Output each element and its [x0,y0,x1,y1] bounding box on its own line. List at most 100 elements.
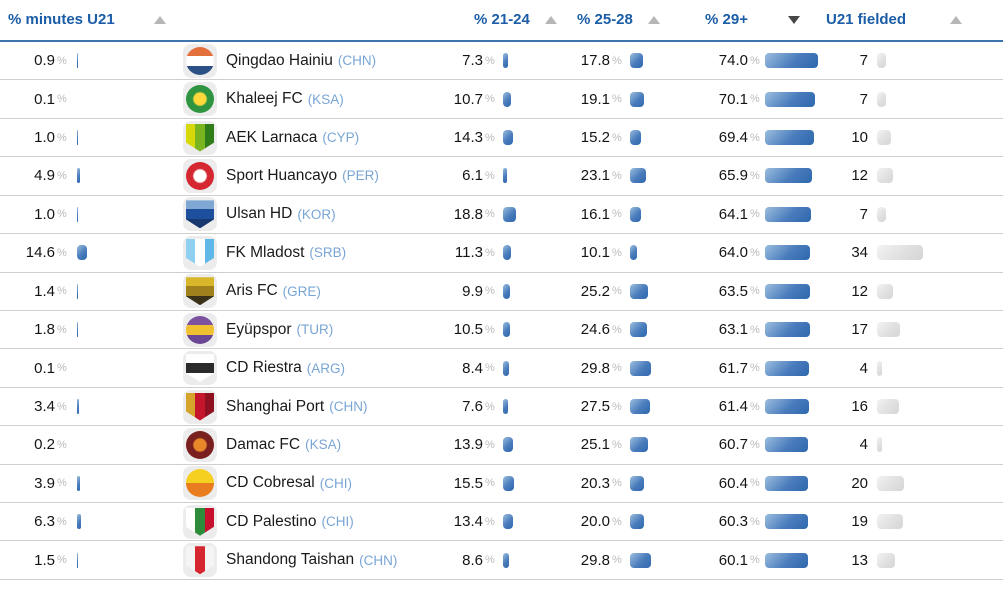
col-header-21-24[interactable]: % 21-24 [474,11,530,28]
table-row: 1.5 % Shandong Taishan (CHN) 8.6 % 29.8 … [0,541,1003,580]
percent-suffix: % [57,400,67,413]
table-row: 4.9 % Sport Huancayo (PER) 6.1 % 23.1 % … [0,157,1003,196]
club-link[interactable]: FK Mladost [226,243,305,261]
sort-asc-icon[interactable] [545,16,557,24]
percent-suffix: % [57,246,67,259]
minutes-u21-bar [77,206,180,222]
pct-21-24-value: 15.5 [453,474,483,492]
pct-25-28-bar [630,322,705,338]
club-cell: CD Cobresal (CHI) [180,466,440,501]
percent-suffix: % [750,246,760,259]
pct-29-plus-bar [765,53,825,69]
table-row: 1.8 % Eyüpspor (TUR) 10.5 % 24.6 % 63.1 … [0,311,1003,350]
club-link[interactable]: Eyüpspor [226,320,292,338]
percent-suffix: % [750,131,760,144]
club-logo-icon [183,351,217,386]
percent-suffix: % [612,515,622,528]
pct-29-plus-value: 63.5 [718,282,748,300]
pct-29-plus-bar [765,130,825,146]
table-row: 6.3 % CD Palestino (CHI) 13.4 % 20.0 % 6… [0,503,1003,542]
u21-fielded-value: 7 [859,90,868,108]
club-link[interactable]: Shanghai Port [226,397,325,415]
minutes-u21-bar [77,437,180,453]
percent-suffix: % [57,554,67,567]
pct-21-24-bar [503,245,567,261]
club-cell: Qingdao Hainiu (CHN) [180,43,440,78]
club-logo-icon [183,543,217,578]
club-link[interactable]: Ulsan HD [226,205,293,223]
club-logo-icon [183,504,217,539]
pct-29-plus-value: 60.3 [718,513,748,531]
pct-29-plus-value: 64.1 [718,205,748,223]
club-link[interactable]: Sport Huancayo [226,166,338,184]
col-header-minutes-u21[interactable]: % minutes U21 [8,11,115,28]
club-logo-icon [183,466,217,501]
minutes-u21-bar [77,322,180,338]
pct-29-plus-value: 60.7 [718,436,748,454]
club-link[interactable]: Khaleej FC [226,90,303,108]
percent-suffix: % [750,362,760,375]
pct-25-28-bar [630,514,705,530]
minutes-u21-bar [77,53,180,69]
club-link[interactable]: Aris FC [226,282,278,300]
pct-25-28-bar [630,53,705,69]
pct-21-24-value: 10.5 [453,321,483,339]
pct-29-plus-value: 60.1 [718,551,748,569]
club-link[interactable]: Damac FC [226,435,301,453]
percent-suffix: % [750,54,760,67]
club-link[interactable]: Shandong Taishan [226,551,355,569]
percent-suffix: % [485,131,495,144]
minutes-u21-bar [77,399,180,414]
club-link[interactable]: Qingdao Hainiu [226,51,333,69]
club-cell: AEK Larnaca (CYP) [180,120,440,155]
table-row: 0.9 % Qingdao Hainiu (CHN) 7.3 % 17.8 % … [0,42,1003,81]
col-header-29-plus[interactable]: % 29+ [705,11,748,28]
table-row: 0.1 % Khaleej FC (KSA) 10.7 % 19.1 % 70.… [0,80,1003,119]
u21-fielded-bar [877,245,1003,261]
pct-25-28-bar [630,399,705,414]
club-cell: Shanghai Port (CHN) [180,389,440,424]
club-country-code: (PER) [342,168,379,184]
pct-29-plus-bar [765,399,825,414]
percent-suffix: % [612,323,622,336]
col-header-25-28[interactable]: % 25-28 [577,11,633,28]
u21-fielded-bar [877,437,1003,453]
percent-suffix: % [612,438,622,451]
sort-desc-active-icon[interactable] [788,16,800,24]
pct-21-24-bar [503,437,567,453]
percent-suffix: % [57,323,67,336]
club-country-code: (CHN) [359,552,398,568]
percent-suffix: % [750,323,760,336]
percent-suffix: % [612,477,622,490]
club-link[interactable]: AEK Larnaca [226,128,318,146]
col-header-u21-fielded[interactable]: U21 fielded [826,11,907,28]
sort-asc-icon[interactable] [154,16,166,24]
pct-25-28-value: 29.8 [580,551,610,569]
club-link[interactable]: CD Riestra [226,359,302,377]
percent-suffix: % [612,362,622,375]
percent-suffix: % [485,515,495,528]
sort-asc-icon[interactable] [950,16,962,24]
club-cell: Ulsan HD (KOR) [180,197,440,232]
club-link[interactable]: CD Cobresal [226,474,315,492]
pct-21-24-bar [503,514,567,530]
club-link[interactable]: CD Palestino [226,512,317,530]
table-row: 1.4 % Aris FC (GRE) 9.9 % 25.2 % 63.5 % … [0,273,1003,311]
minutes-u21-bar [77,514,180,530]
u21-fielded-value: 12 [851,167,868,185]
club-country-code: (CHN) [329,399,368,414]
pct-25-28-value: 19.1 [580,90,610,108]
pct-21-24-value: 10.7 [453,90,483,108]
u21-fielded-bar [877,399,1003,414]
percent-suffix: % [485,362,495,375]
u21-fielded-bar [877,552,1003,568]
table-row: 1.0 % Ulsan HD (KOR) 18.8 % 16.1 % 64.1 … [0,196,1003,235]
pct-25-28-value: 20.3 [580,474,610,492]
percent-suffix: % [57,208,67,221]
u21-fielded-value: 4 [859,436,868,454]
percent-suffix: % [485,246,495,259]
club-cell: FK Mladost (SRB) [180,235,440,270]
pct-25-28-bar [630,283,705,299]
pct-29-plus-value: 61.4 [718,398,748,415]
sort-asc-icon[interactable] [648,16,660,24]
